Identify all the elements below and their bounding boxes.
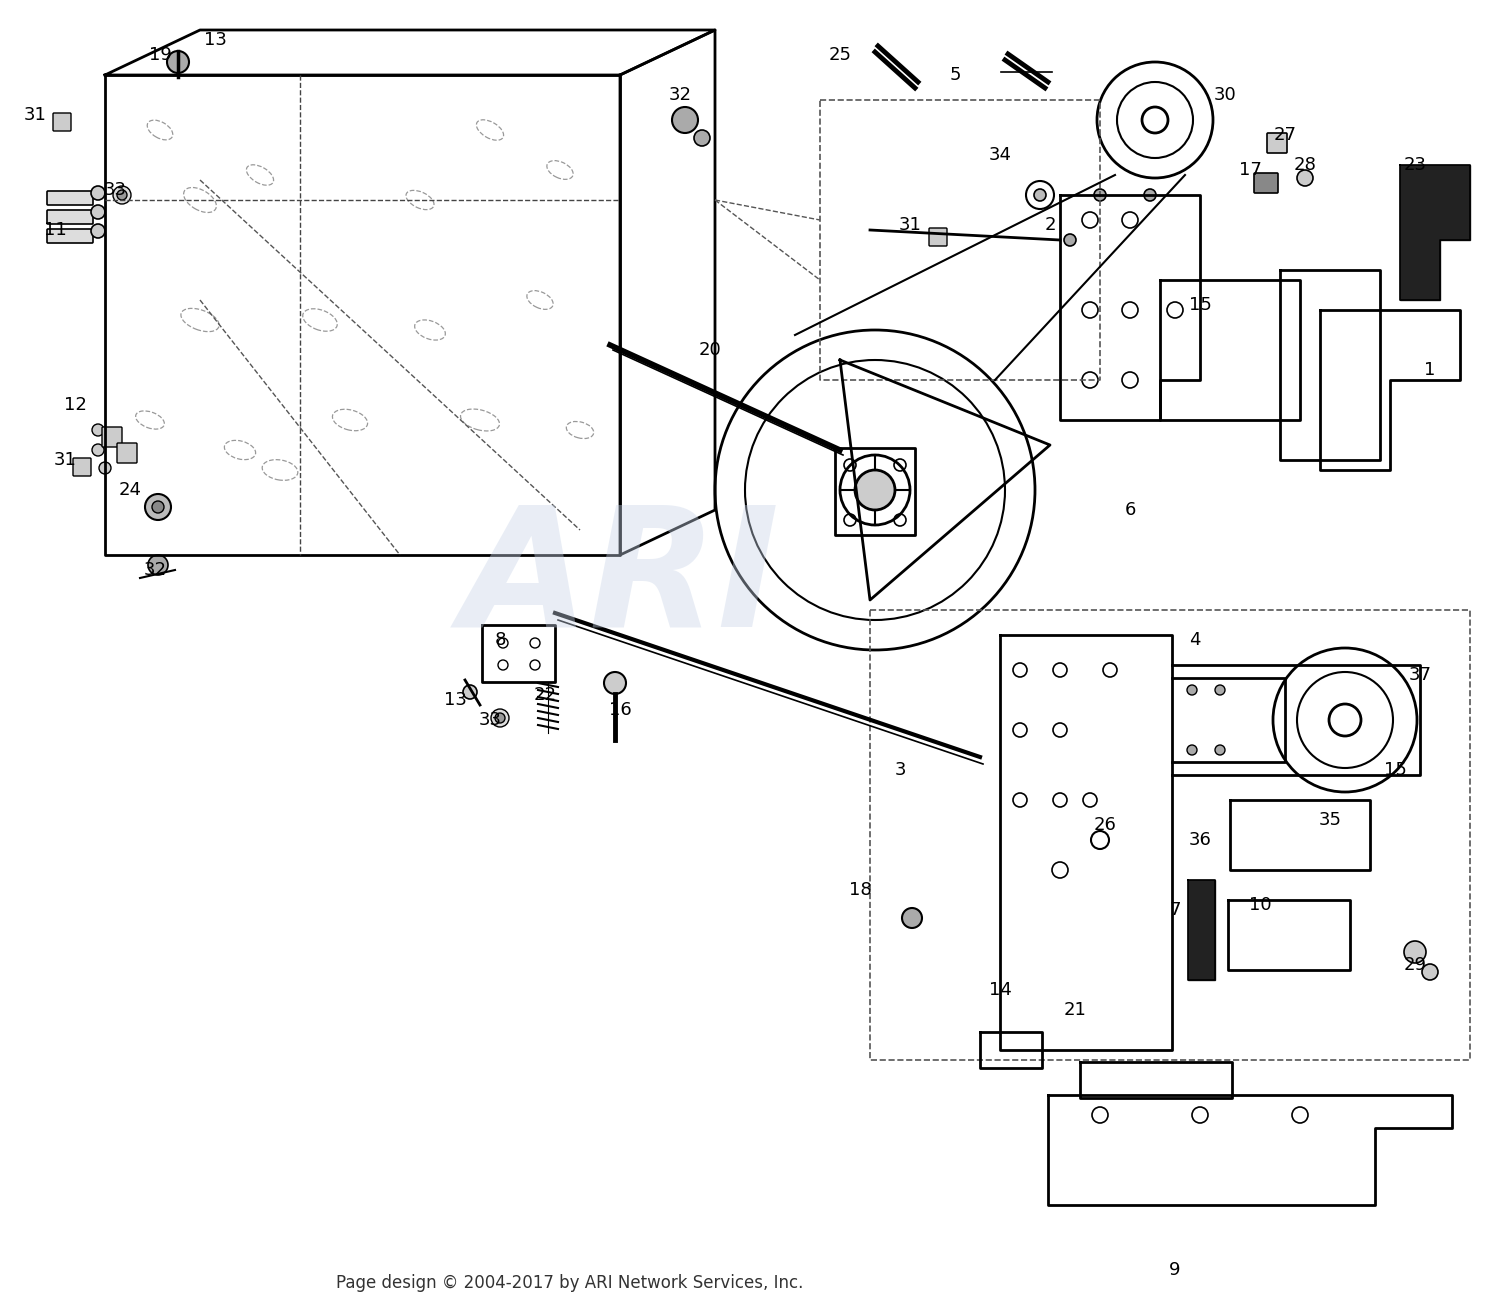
Text: 17: 17 (1239, 161, 1262, 179)
Circle shape (92, 186, 105, 200)
Circle shape (92, 205, 105, 219)
Text: 31: 31 (54, 450, 76, 469)
FancyBboxPatch shape (46, 210, 93, 225)
Polygon shape (1400, 165, 1470, 299)
Text: 16: 16 (609, 701, 631, 720)
Circle shape (694, 130, 709, 146)
Circle shape (604, 672, 625, 695)
Text: 6: 6 (1125, 502, 1136, 519)
Circle shape (1215, 744, 1225, 755)
Text: ARI: ARI (460, 499, 780, 662)
Text: 7: 7 (1170, 901, 1180, 919)
FancyBboxPatch shape (74, 458, 92, 477)
Polygon shape (1188, 880, 1215, 979)
Text: 22: 22 (534, 685, 556, 704)
FancyBboxPatch shape (53, 113, 70, 131)
Text: 32: 32 (669, 85, 692, 104)
Circle shape (92, 444, 104, 456)
Text: 1: 1 (1425, 361, 1436, 379)
Circle shape (99, 462, 111, 474)
Text: 34: 34 (988, 146, 1011, 164)
Text: 18: 18 (849, 881, 871, 899)
Text: 37: 37 (1408, 666, 1431, 684)
Text: 32: 32 (144, 561, 166, 579)
Circle shape (1404, 941, 1426, 962)
Circle shape (1422, 964, 1438, 979)
Circle shape (92, 225, 105, 238)
Text: 27: 27 (1274, 126, 1296, 144)
Circle shape (1144, 189, 1156, 201)
Text: 25: 25 (828, 46, 852, 64)
Text: 10: 10 (1248, 895, 1272, 914)
Text: 15: 15 (1383, 762, 1407, 779)
Circle shape (1186, 744, 1197, 755)
Circle shape (112, 186, 130, 204)
Text: 4: 4 (1190, 632, 1200, 649)
FancyBboxPatch shape (117, 442, 136, 463)
Text: 19: 19 (148, 46, 171, 64)
Circle shape (117, 190, 128, 200)
Text: 8: 8 (495, 632, 506, 649)
Text: 11: 11 (44, 221, 66, 239)
Text: Page design © 2004-2017 by ARI Network Services, Inc.: Page design © 2004-2017 by ARI Network S… (336, 1274, 804, 1292)
Circle shape (166, 51, 189, 74)
Text: 24: 24 (118, 481, 141, 499)
Circle shape (1034, 189, 1046, 201)
Circle shape (490, 709, 508, 727)
Circle shape (855, 470, 895, 509)
Text: 28: 28 (1293, 156, 1317, 175)
Text: 5: 5 (950, 66, 962, 84)
FancyBboxPatch shape (928, 228, 946, 246)
Text: 2: 2 (1044, 217, 1056, 234)
Text: 29: 29 (1404, 956, 1426, 974)
Circle shape (1215, 685, 1225, 695)
FancyBboxPatch shape (1268, 133, 1287, 154)
Text: 15: 15 (1188, 295, 1212, 314)
Circle shape (152, 502, 164, 513)
Text: 14: 14 (988, 981, 1011, 999)
Text: 23: 23 (1404, 156, 1426, 175)
Text: 13: 13 (444, 691, 466, 709)
Text: 9: 9 (1170, 1260, 1180, 1279)
Text: 36: 36 (1188, 831, 1212, 850)
Text: 12: 12 (63, 397, 87, 414)
Text: 30: 30 (1214, 85, 1236, 104)
Circle shape (146, 494, 171, 520)
Text: 33: 33 (104, 181, 126, 200)
Text: 31: 31 (898, 217, 921, 234)
Text: 33: 33 (478, 712, 501, 729)
Circle shape (495, 713, 506, 723)
Circle shape (1064, 234, 1076, 246)
Circle shape (672, 106, 698, 133)
Circle shape (1186, 685, 1197, 695)
Text: 21: 21 (1064, 1001, 1086, 1019)
Text: 20: 20 (699, 341, 721, 358)
FancyBboxPatch shape (1254, 173, 1278, 193)
Circle shape (902, 909, 922, 928)
Text: 13: 13 (204, 32, 226, 49)
FancyBboxPatch shape (102, 427, 122, 446)
FancyBboxPatch shape (46, 228, 93, 243)
Text: 3: 3 (894, 762, 906, 779)
Circle shape (1094, 189, 1106, 201)
Text: 26: 26 (1094, 815, 1116, 834)
Circle shape (464, 685, 477, 699)
Circle shape (92, 424, 104, 436)
Text: 35: 35 (1318, 811, 1341, 829)
FancyBboxPatch shape (46, 190, 93, 205)
Text: 31: 31 (24, 106, 46, 123)
Circle shape (148, 555, 168, 575)
Circle shape (1298, 169, 1312, 186)
